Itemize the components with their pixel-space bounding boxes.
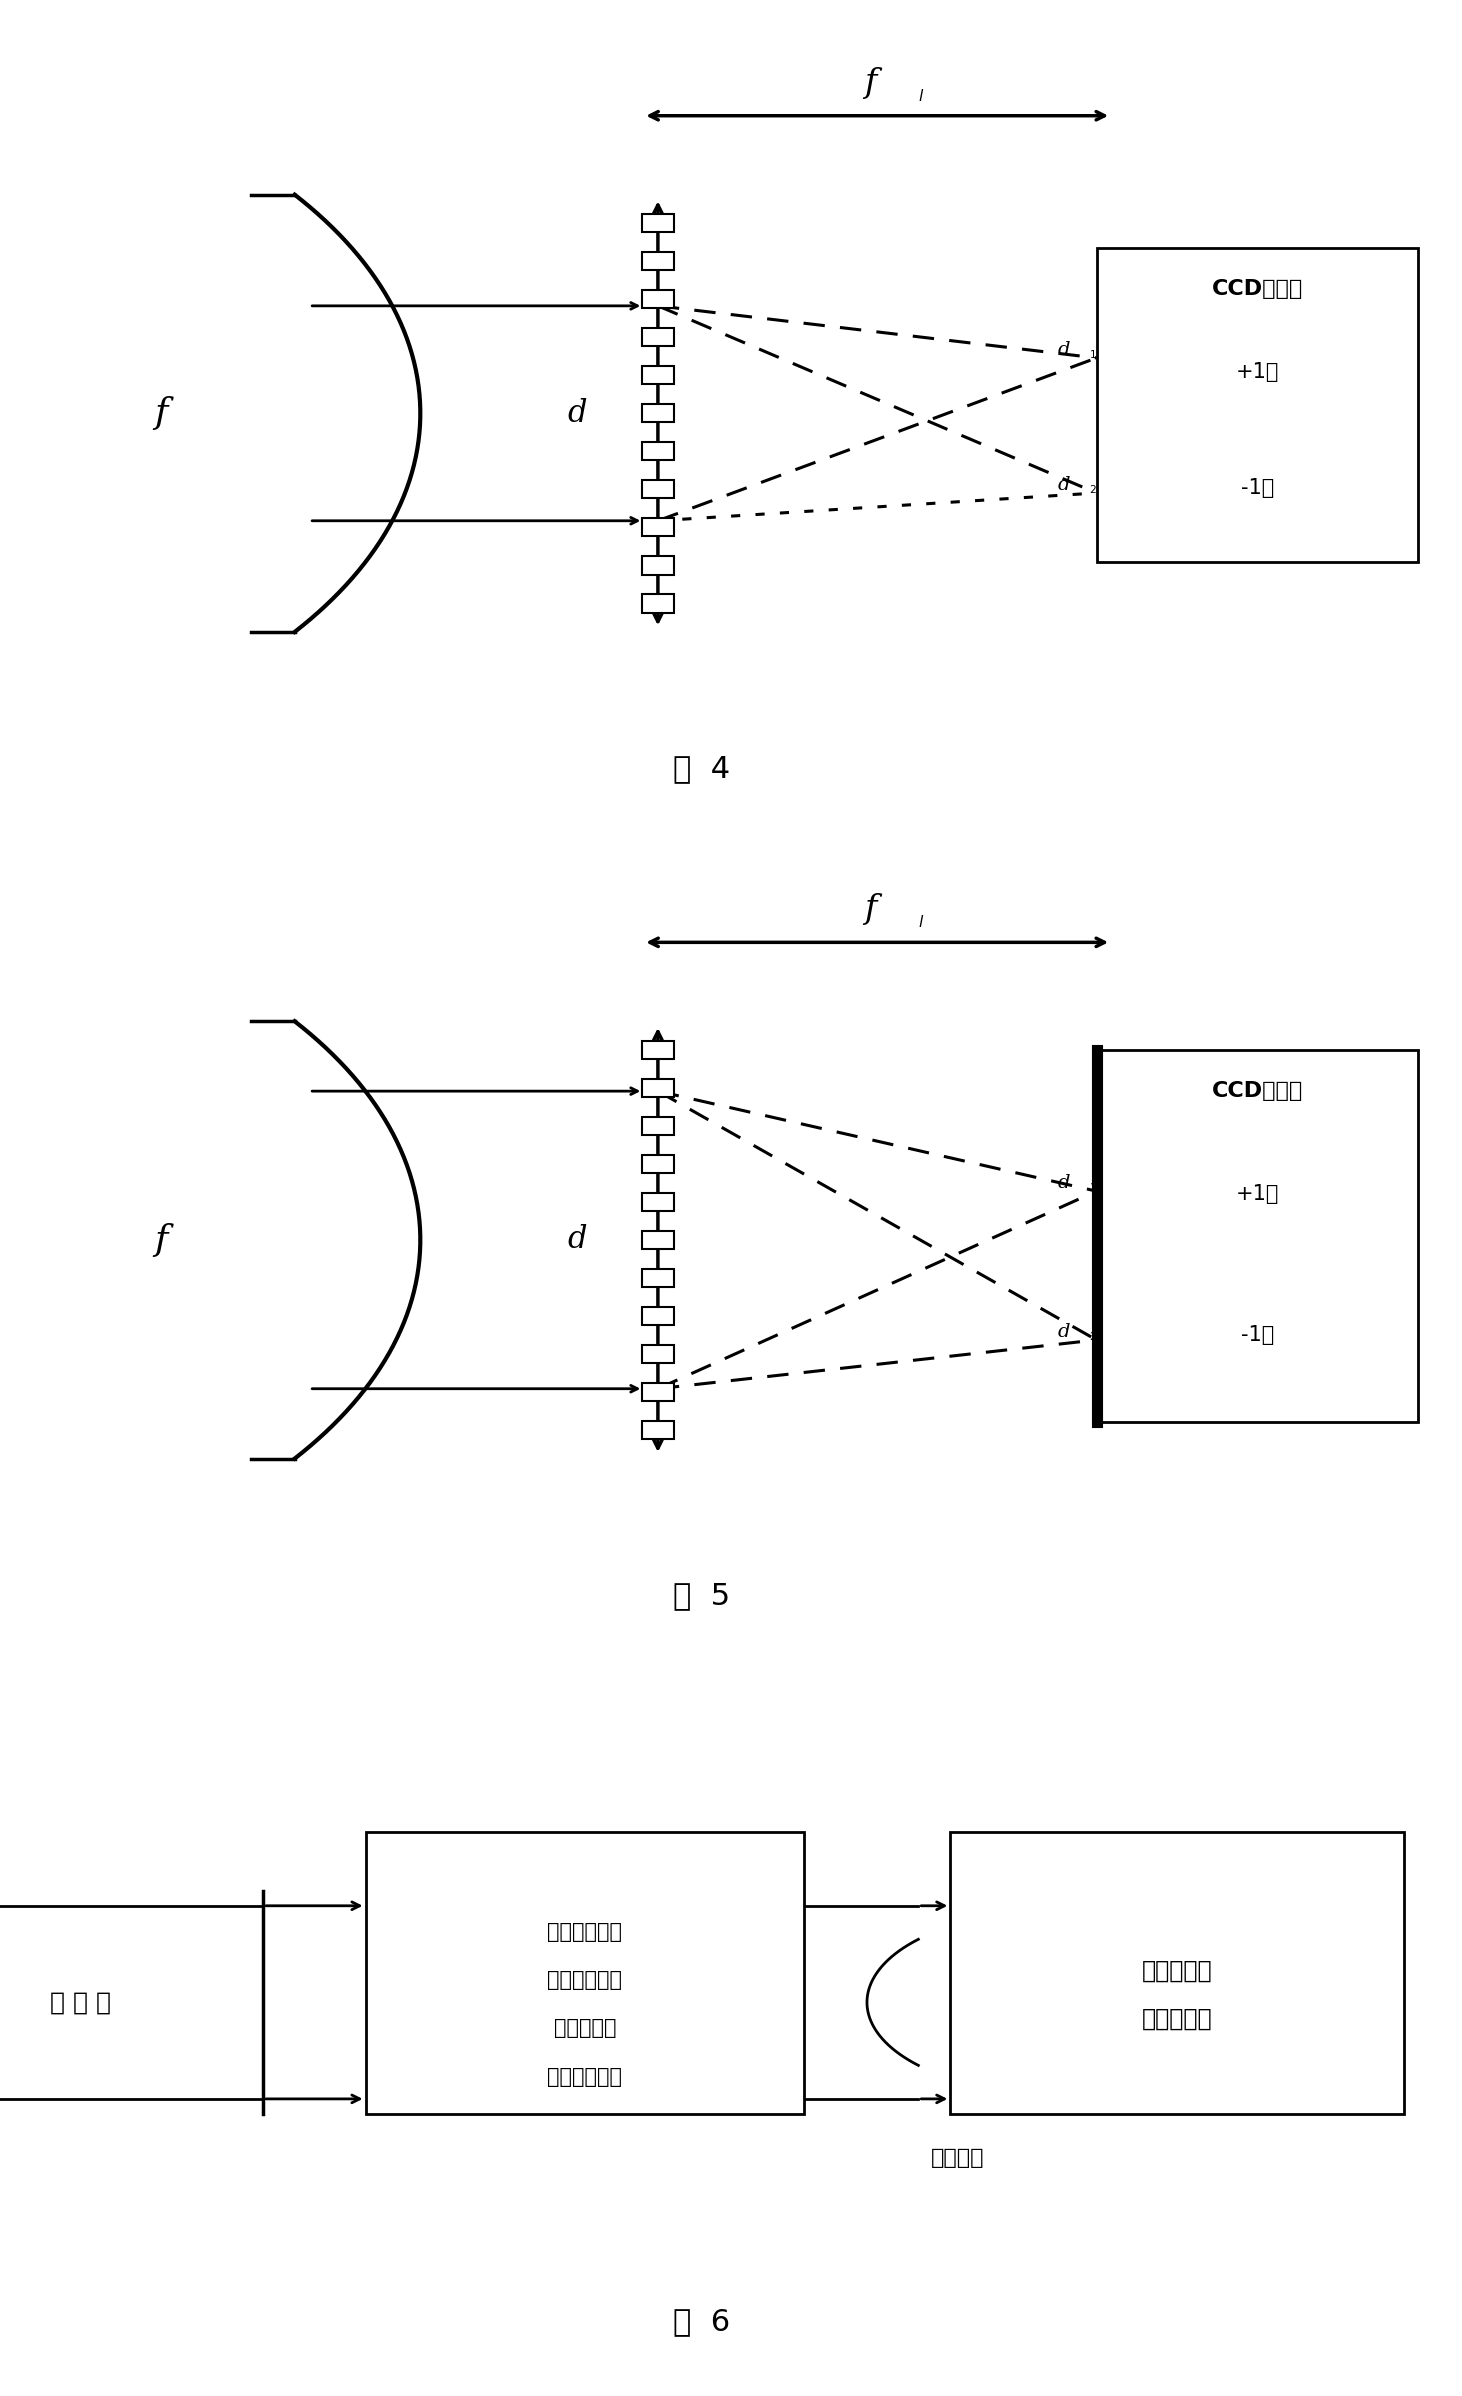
Bar [642,518,674,537]
Text: 镜、反射球面: 镜、反射球面 [547,1970,623,1991]
Text: 图  6: 图 6 [673,2307,731,2336]
Text: 图  5: 图 5 [673,1581,731,1610]
Text: $_2$: $_2$ [1089,1330,1096,1342]
Text: f: f [864,67,876,98]
Bar [642,252,674,271]
Bar [1096,1049,1418,1421]
Text: -1级: -1级 [1241,1325,1273,1344]
Bar [642,443,674,460]
Text: d: d [567,1224,588,1256]
Bar [366,1831,804,2113]
Text: CCD探测器: CCD探测器 [1212,280,1303,300]
Bar [642,1306,674,1325]
Text: $_l$: $_l$ [918,908,924,930]
Text: 待测器件（透: 待测器件（透 [547,1922,623,1941]
Text: +1级: +1级 [1235,362,1279,381]
Bar [642,594,674,613]
Bar [642,213,674,232]
Text: $_2$: $_2$ [1089,482,1096,496]
Text: -1级: -1级 [1241,477,1273,498]
Text: d: d [1057,1323,1070,1342]
Text: 光栅型波前: 光栅型波前 [1142,1960,1212,1984]
Bar [642,556,674,575]
Bar [642,290,674,309]
Bar [642,1382,674,1402]
Bar [642,1078,674,1097]
Bar [642,367,674,383]
Bar [642,1344,674,1363]
Text: $_l$: $_l$ [918,81,924,103]
Bar [642,1155,674,1174]
Text: d: d [1057,1174,1070,1191]
Text: $_1$: $_1$ [1089,1179,1096,1193]
Text: 散焦波前: 散焦波前 [931,2149,984,2168]
Bar [642,328,674,347]
Text: 参 考 光: 参 考 光 [50,1991,111,2015]
Text: 镜热透镜等: 镜热透镜等 [554,2017,616,2039]
Text: f: f [154,395,168,431]
Bar [642,405,674,422]
Bar [642,1421,674,1440]
Text: f: f [864,894,876,925]
Text: d: d [567,398,588,429]
Bar [642,1193,674,1210]
Bar [642,479,674,498]
Bar [1096,247,1418,563]
Text: d: d [1057,340,1070,359]
Bar [950,1831,1404,2113]
Text: 元件或原因）: 元件或原因） [547,2068,623,2087]
Bar [642,1117,674,1136]
Bar [642,1270,674,1287]
Bar [642,1232,674,1248]
Text: f: f [154,1222,168,1258]
Text: CCD探测器: CCD探测器 [1212,1081,1303,1102]
Text: +1级: +1级 [1235,1184,1279,1205]
Text: 曲率传感器: 曲率传感器 [1142,2008,1212,2032]
Bar [642,1040,674,1059]
Text: $_1$: $_1$ [1089,347,1096,362]
Text: 图  4: 图 4 [673,755,731,783]
Text: d: d [1057,477,1070,494]
